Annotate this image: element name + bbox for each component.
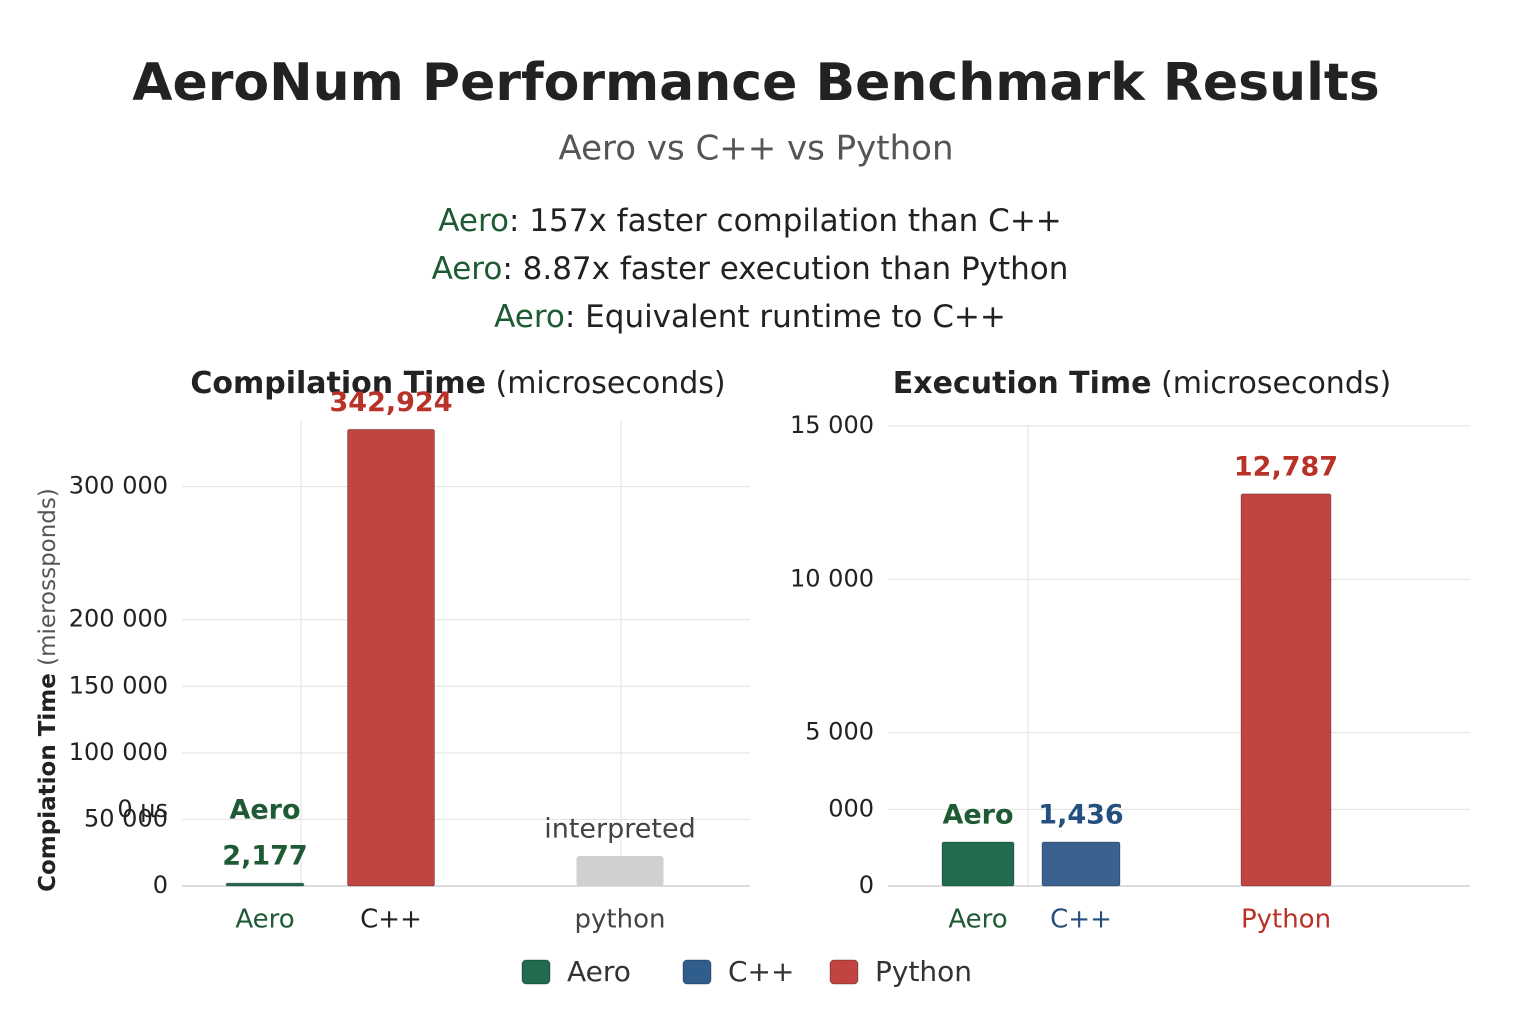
y-tick-label: 100 000	[69, 738, 168, 766]
value-label: 12,787	[1234, 451, 1338, 482]
y-tick-label: 5 000	[805, 718, 874, 746]
legend-swatch	[829, 959, 859, 985]
bar-note: Aero	[229, 795, 300, 826]
x-tick-label: Aero	[235, 905, 294, 935]
legend-label: Python	[875, 955, 972, 988]
y-tick-label: 10 000	[790, 564, 874, 592]
y-tick-label: 0	[153, 871, 168, 899]
y-axis-label: Compiation Time (mierossponds)	[35, 488, 61, 892]
chart-title: Execution Time (microseconds)	[893, 366, 1391, 401]
value-label: 1,436	[1038, 799, 1123, 830]
highlight: Aero: Equivalent runtime to C++	[494, 299, 1006, 335]
y-tick-label: 150 000	[69, 671, 168, 699]
chart-title-unit: (microseconds)	[1161, 366, 1391, 401]
highlight: Aero: 157x faster compilation than C++	[438, 203, 1062, 239]
x-tick-label: Python	[1241, 905, 1331, 935]
bar	[225, 882, 305, 887]
title: AeroNum Performance Benchmark Results	[132, 53, 1380, 113]
y-tick-label: 000	[828, 794, 874, 822]
bar	[1041, 841, 1121, 887]
highlight: Aero: 8.87x faster execution than Python	[432, 251, 1069, 287]
y-axis-label-space	[35, 666, 61, 673]
legend-swatch	[682, 959, 712, 985]
y-axis-label-main: Compiation Time	[35, 673, 61, 892]
bar-note: Aero	[942, 799, 1013, 830]
x-tick-label: C++	[1050, 905, 1112, 935]
placeholder-bar	[576, 856, 664, 886]
highlight-lead: Aero	[494, 299, 565, 335]
y-tick-label: 50 000	[84, 804, 168, 832]
value-label: 2,177	[222, 841, 307, 872]
bar	[941, 841, 1015, 887]
highlight-text: : Equivalent runtime to C++	[565, 299, 1006, 335]
bar	[1240, 493, 1332, 887]
chart-title: Compilation Time (microseconds)	[190, 366, 725, 401]
x-tick-label: Aero	[948, 905, 1007, 935]
y-unit-label: 0 µs	[117, 795, 168, 823]
chart-title-main: Compilation Time	[190, 366, 486, 401]
chart-title-unit: (microseconds)	[495, 366, 725, 401]
x-tick-label: python	[575, 905, 666, 935]
x-tick-label: C++	[360, 905, 422, 935]
subtitle: Aero vs C++ vs Python	[558, 129, 953, 169]
bar	[347, 428, 435, 887]
legend-label: C++	[728, 955, 794, 988]
y-tick-label: 300 000	[69, 472, 168, 500]
value-label: interpreted	[544, 814, 696, 845]
chart-title-main: Execution Time	[893, 366, 1152, 401]
highlight-text: : 157x faster compilation than C++	[509, 203, 1062, 239]
y-tick-label: 15 000	[790, 411, 874, 439]
legend-swatch	[521, 959, 551, 985]
y-tick-label: 200 000	[69, 605, 168, 633]
highlight-text: : 8.87x faster execution than Python	[502, 251, 1068, 287]
value-label: 342,924	[330, 387, 453, 418]
highlight-lead: Aero	[432, 251, 503, 287]
legend-label: Aero	[567, 955, 631, 988]
highlight-lead: Aero	[438, 203, 509, 239]
chart-title-space	[486, 366, 496, 401]
y-axis-label-unit: (mierossponds)	[35, 488, 61, 666]
y-tick-label: 0	[859, 871, 874, 899]
chart-title-space	[1152, 366, 1162, 401]
